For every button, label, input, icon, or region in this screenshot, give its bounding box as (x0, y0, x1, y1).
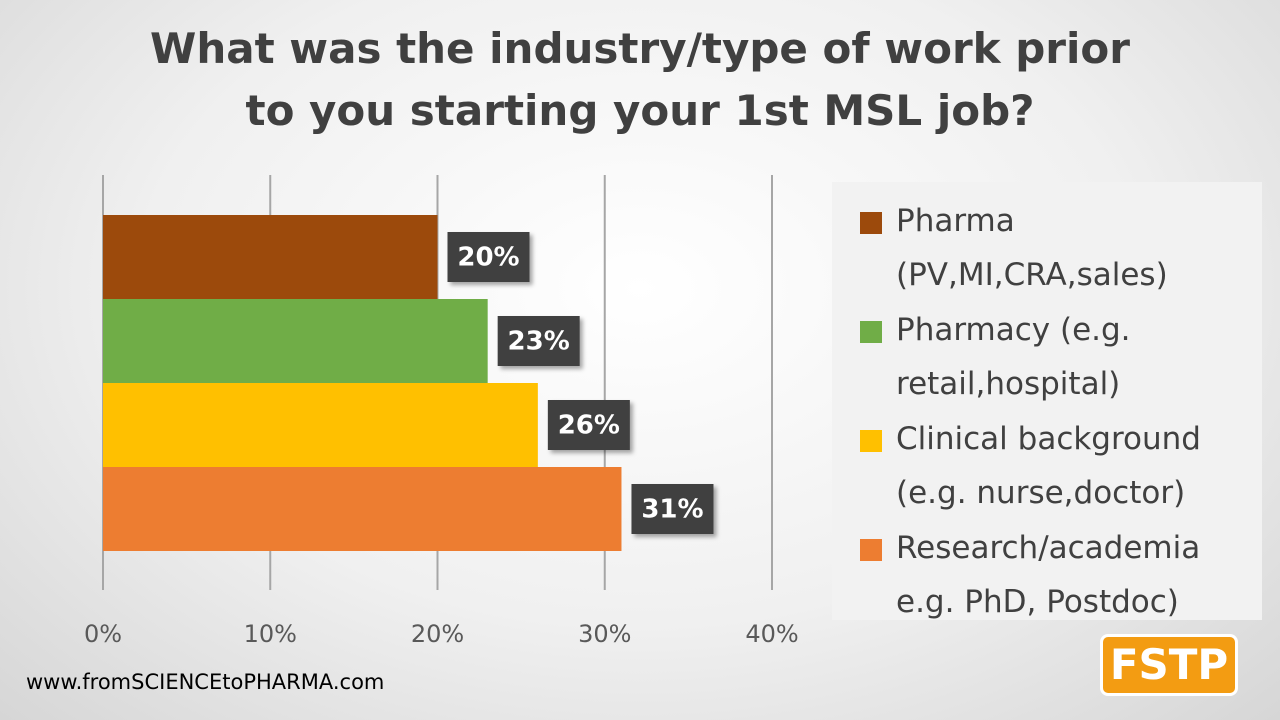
data-label: 20% (457, 243, 519, 273)
x-tick-label: 40% (745, 620, 798, 648)
legend-item: Clinical background (e.g. nurse,doctor) (860, 412, 1246, 521)
legend: Pharma (PV,MI,CRA,sales) Pharmacy (e.g. r… (832, 182, 1262, 620)
x-tick-label: 0% (84, 620, 122, 648)
data-label: 23% (508, 327, 570, 357)
legend-swatch (860, 539, 882, 561)
data-label-box (547, 400, 630, 450)
legend-label: Pharma (PV,MI,CRA,sales) (896, 203, 1168, 293)
legend-item: Pharmacy (e.g. retail,hospital) (860, 303, 1246, 412)
data-label-box (631, 484, 714, 534)
legend-swatch (860, 430, 882, 452)
legend-item: Research/academia e.g. PhD, Postdoc) (860, 521, 1246, 630)
x-tick-label: 10% (244, 620, 297, 648)
chart-title: What was the industry/type of work prior… (150, 24, 1130, 135)
legend-swatch (860, 321, 882, 343)
logo: FSTP (1100, 634, 1238, 696)
legend-label: Research/academia e.g. PhD, Postdoc) (896, 530, 1201, 620)
bar (103, 383, 538, 467)
footer: www.fromSCIENCEtoPHARMA.com (26, 670, 385, 694)
data-label: 26% (558, 411, 620, 441)
x-tick-label: 20% (411, 620, 464, 648)
legend-label: Pharmacy (e.g. retail,hospital) (896, 312, 1131, 402)
bar (103, 299, 488, 383)
data-label: 31% (641, 495, 703, 525)
x-tick-label: 30% (578, 620, 631, 648)
legend-label: Clinical background (e.g. nurse,doctor) (896, 421, 1201, 511)
bar (103, 467, 622, 551)
legend-item: Pharma (PV,MI,CRA,sales) (860, 194, 1246, 303)
data-label-box (447, 232, 530, 282)
data-label-box (497, 316, 580, 366)
bar (103, 215, 438, 299)
legend-swatch (860, 212, 882, 234)
